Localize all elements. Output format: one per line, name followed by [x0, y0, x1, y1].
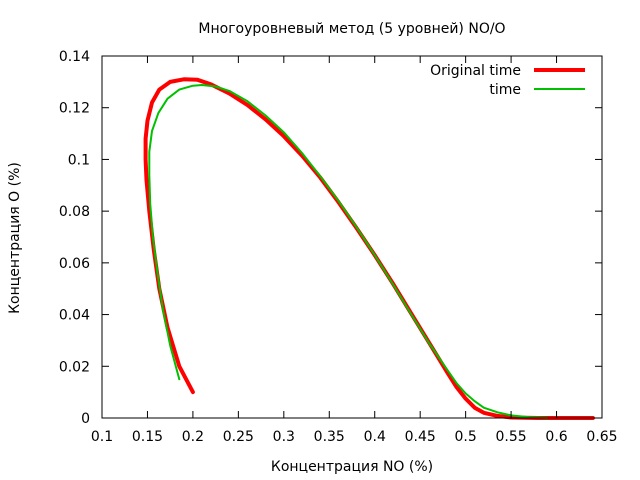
- data-point: [145, 138, 147, 140]
- data-point: [283, 131, 285, 133]
- x-tick-label: 0.3: [273, 429, 295, 445]
- data-point: [145, 158, 147, 160]
- data-point: [169, 345, 171, 347]
- data-point: [148, 174, 150, 176]
- y-tick-label: 0.1: [68, 152, 90, 168]
- data-point: [183, 78, 185, 80]
- data-point: [465, 398, 467, 400]
- data-point: [178, 378, 180, 380]
- y-tick-label: 0.14: [59, 49, 90, 65]
- y-tick-label: 0.06: [59, 256, 90, 272]
- axis-ticks: 0.1 0.15 0.2 0.25 0.3 0.35 0.4 0.45 0.5 0.55 0.6 0.…: [59, 49, 618, 445]
- data-point: [228, 90, 230, 92]
- y-tick-label: 0.04: [59, 308, 90, 324]
- data-point: [483, 407, 485, 409]
- series-line-2: [148, 84, 549, 419]
- data-point: [166, 98, 169, 100]
- data-point: [374, 254, 376, 256]
- data-point: [152, 236, 154, 238]
- data-point: [446, 372, 449, 374]
- data-point: [455, 382, 458, 384]
- plot-marks: [143, 77, 595, 420]
- data-point: [192, 391, 194, 393]
- y-tick-label: 0.02: [59, 359, 90, 375]
- x-tick-label: 0.35: [314, 429, 345, 445]
- plot-frame: [101, 55, 603, 419]
- data-point: [146, 120, 149, 122]
- legend: Original time time: [430, 63, 585, 98]
- data-point: [178, 365, 180, 367]
- data-point: [319, 175, 321, 177]
- x-tick-label: 0.25: [223, 429, 254, 445]
- data-point: [337, 200, 339, 202]
- data-point: [496, 415, 499, 417]
- data-point: [301, 155, 303, 157]
- data-point: [178, 89, 180, 91]
- data-point: [465, 392, 467, 394]
- data-point: [169, 81, 171, 83]
- data-point: [428, 342, 430, 345]
- x-axis-label: Концентрация NO (%): [271, 459, 433, 475]
- legend-label: Original time: [430, 63, 521, 79]
- data-point: [410, 313, 412, 315]
- x-tick-label: 0.65: [586, 429, 617, 445]
- data-point: [246, 104, 249, 106]
- data-point: [158, 89, 160, 91]
- data-point: [157, 112, 159, 114]
- series-line-1: [143, 77, 595, 420]
- data-point: [474, 407, 476, 409]
- x-tick-label: 0.15: [132, 429, 163, 445]
- data-point: [246, 100, 249, 102]
- x-tick-label: 0.45: [405, 429, 436, 445]
- data-point: [149, 202, 151, 204]
- data-point: [151, 130, 153, 132]
- data-point: [301, 152, 303, 154]
- data-point: [210, 83, 212, 85]
- data-point: [265, 114, 267, 117]
- y-tick-label: 0: [81, 411, 90, 427]
- x-tick-label: 0.2: [182, 429, 204, 445]
- data-point: [148, 151, 150, 153]
- x-tick-label: 0.55: [496, 429, 527, 445]
- data-point: [148, 210, 150, 212]
- legend-label: time: [489, 82, 521, 98]
- x-tick-label: 0.4: [364, 429, 386, 445]
- x-tick-label: 0.6: [545, 429, 567, 445]
- data-point: [283, 135, 285, 137]
- x-tick-label: 0.1: [91, 429, 113, 445]
- data-point: [201, 84, 203, 86]
- y-tick-label: 0.08: [59, 204, 90, 220]
- data-point: [151, 101, 153, 104]
- x-tick-label: 0.5: [455, 429, 477, 445]
- chart-title: Многоуровневый метод (5 уровней) NO/O: [198, 21, 505, 37]
- data-point: [196, 79, 199, 81]
- data-point: [455, 386, 458, 388]
- data-point: [156, 272, 159, 274]
- data-point: [265, 118, 267, 120]
- data-point: [228, 92, 230, 95]
- data-point: [483, 412, 485, 414]
- y-axis-label: Концентрация O (%): [7, 162, 23, 314]
- data-point: [145, 179, 148, 181]
- data-point: [496, 411, 499, 413]
- y-tick-label: 0.12: [59, 101, 90, 117]
- data-point: [162, 308, 164, 310]
- data-point: [446, 369, 449, 371]
- data-point: [474, 400, 476, 402]
- data-point: [392, 283, 394, 285]
- data-point: [192, 85, 194, 87]
- data-point: [355, 226, 358, 228]
- data-point: [215, 85, 217, 88]
